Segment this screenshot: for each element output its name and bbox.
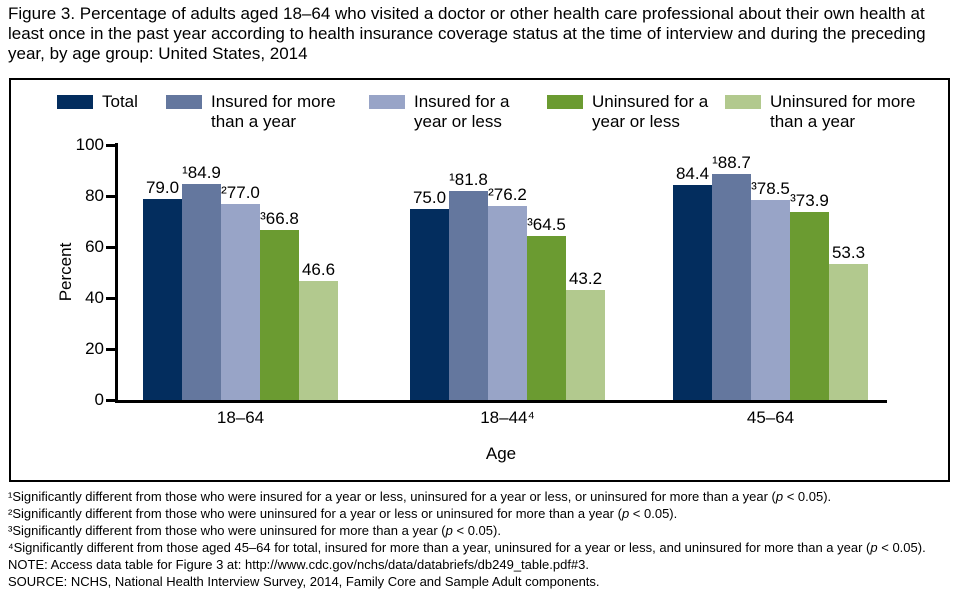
footnote-text: < 0.05).	[877, 540, 926, 555]
y-tick-label: 40	[85, 288, 104, 307]
footnote-note: NOTE: Access data table for Figure 3 at:…	[8, 556, 956, 573]
footnote-text: < 0.05).	[629, 506, 678, 521]
legend-item: Insured for more than a year	[166, 92, 336, 132]
footnote-p-symbol: p	[775, 489, 784, 504]
bar-value-label: ²77.0	[221, 182, 260, 202]
bar-value-label: 53.3	[831, 243, 866, 263]
bar-value-label: 46.6	[301, 260, 336, 280]
footnote-text: ³Significantly different from those who …	[8, 523, 446, 538]
x-axis-line	[115, 400, 887, 403]
legend-swatch	[547, 95, 583, 109]
bar	[790, 211, 829, 400]
footnote-text: NOTE: Access data table for Figure 3 at:…	[8, 557, 590, 572]
legend-label: Uninsured for a year or less	[592, 92, 709, 131]
bar	[182, 183, 221, 400]
bar	[527, 235, 566, 400]
legend-item: Uninsured for a year or less	[547, 92, 708, 132]
bar-value-label: ¹84.9	[182, 162, 221, 182]
legend-item: Insured for a year or less	[369, 92, 509, 132]
footnote-3: ³Significantly different from those who …	[8, 522, 956, 539]
y-tick-label: 100	[75, 135, 104, 154]
y-tick-label: 0	[94, 390, 104, 409]
bar	[260, 229, 299, 400]
footnote-source: SOURCE: NCHS, National Health Interview …	[8, 573, 956, 590]
bar-value-label: ³66.8	[260, 208, 299, 228]
bar-value-label: 43.2	[568, 268, 603, 288]
bar-value-label: ³64.5	[527, 214, 566, 234]
footnote-text: ²Significantly different from those who …	[8, 506, 622, 521]
bar-value-label: 75.0	[412, 187, 447, 207]
bar	[673, 184, 712, 400]
bar	[829, 264, 868, 400]
bar-value-label: 79.0	[145, 177, 180, 197]
y-axis-line	[115, 143, 118, 402]
y-tick-mark	[106, 246, 115, 249]
footnote-2: ²Significantly different from those who …	[8, 505, 956, 522]
footnote-p-symbol: p	[621, 506, 630, 521]
bar-value-label: ²76.2	[488, 184, 527, 204]
footnote-text: ⁴Significantly different from those aged…	[8, 540, 871, 555]
footnotes: ¹Significantly different from those who …	[8, 488, 956, 590]
footnote-1: ¹Significantly different from those who …	[8, 488, 956, 505]
bar	[712, 173, 751, 400]
bar	[751, 199, 790, 400]
chart-box: Total Insured for more than a year Insured…	[9, 78, 950, 482]
footnote-text: < 0.05).	[783, 489, 832, 504]
footnote-p-symbol: p	[445, 523, 453, 538]
x-tick-label: 18–44⁴	[480, 408, 535, 427]
bar	[449, 191, 488, 400]
footnote-4: ⁴Significantly different from those aged…	[8, 539, 956, 556]
legend-item: Total	[57, 92, 138, 112]
y-tick-mark	[106, 144, 115, 147]
footnote-text: SOURCE: NCHS, National Health Interview …	[8, 574, 600, 589]
y-tick-mark	[106, 348, 115, 351]
bar-value-label: ¹81.8	[449, 170, 488, 190]
legend-item: Uninsured for more than a year	[725, 92, 916, 132]
legend-swatch	[57, 95, 93, 109]
y-tick-mark	[106, 195, 115, 198]
bar	[410, 208, 449, 400]
x-tick-label: 18–64	[216, 408, 265, 427]
legend-label: Total	[102, 92, 138, 111]
bar-value-label: ³78.5	[751, 178, 790, 198]
x-axis-title: Age	[485, 444, 517, 463]
y-tick-mark	[106, 297, 115, 300]
y-tick-mark	[106, 399, 115, 402]
y-tick-label: 80	[85, 186, 104, 205]
footnote-p-symbol: p	[870, 540, 878, 555]
y-tick-label: 20	[85, 339, 104, 358]
bar-value-label: ³73.9	[790, 190, 829, 210]
footnote-text: < 0.05).	[452, 523, 501, 538]
legend-swatch	[725, 95, 761, 109]
figure-title: Figure 3. Percentage of adults aged 18–6…	[8, 4, 926, 63]
legend-swatch	[166, 95, 202, 109]
y-tick-label: 60	[85, 237, 104, 256]
bar	[143, 198, 182, 400]
footnote-text: ¹Significantly different from those who …	[8, 489, 776, 504]
bar-value-label: ¹88.7	[712, 152, 751, 172]
legend-swatch	[369, 95, 405, 109]
legend-label: Insured for a year or less	[414, 92, 510, 131]
bar	[221, 203, 260, 400]
bar	[566, 289, 605, 400]
legend-label: Insured for more than a year	[211, 92, 336, 131]
bar	[488, 205, 527, 400]
x-tick-label: 45–64	[746, 408, 795, 427]
legend-label: Uninsured for more than a year	[770, 92, 916, 131]
bar-value-label: 84.4	[675, 163, 710, 183]
bar	[299, 281, 338, 400]
y-axis-title: Percent	[56, 242, 75, 302]
